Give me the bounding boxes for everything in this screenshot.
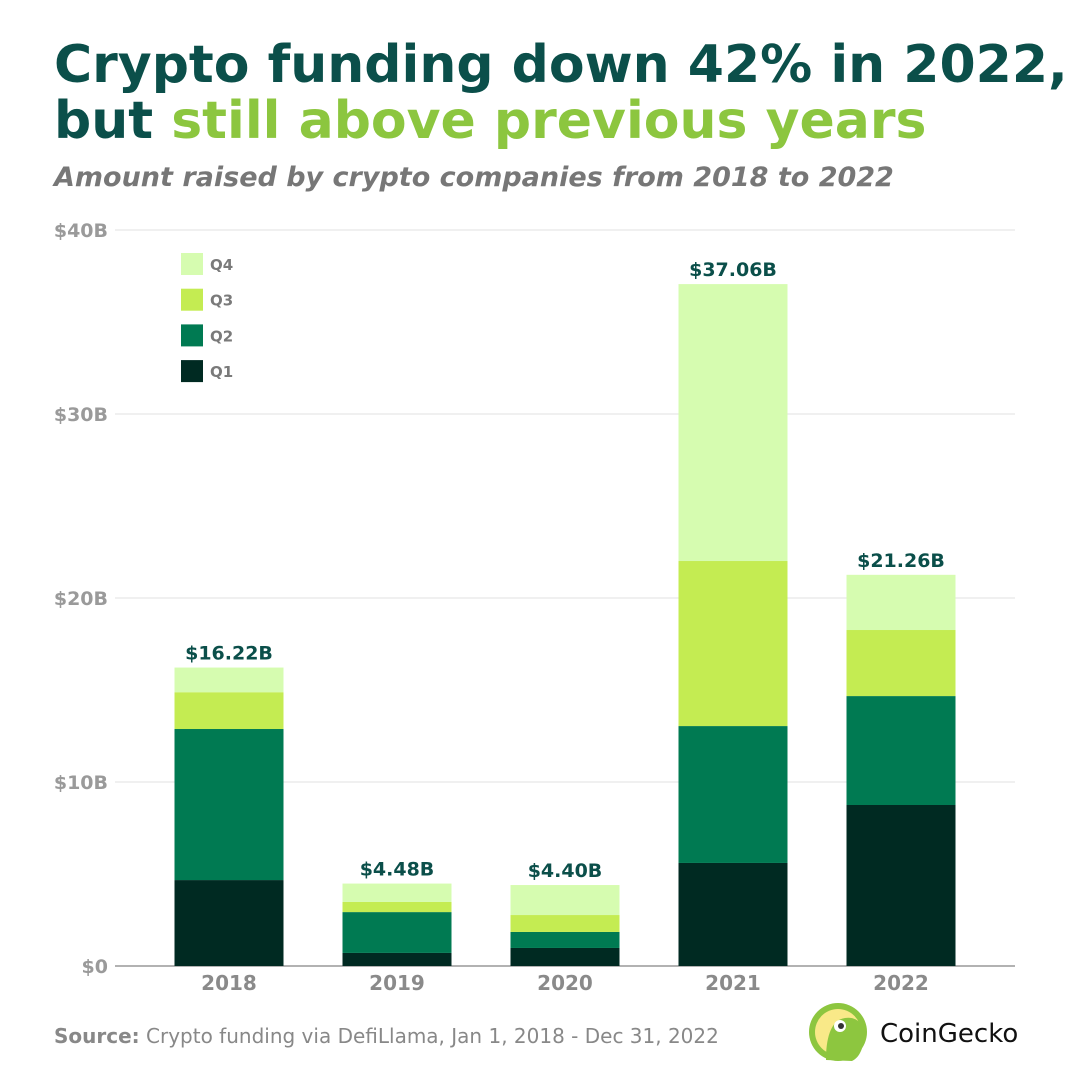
legend-swatch xyxy=(181,360,203,383)
title-part: but xyxy=(54,91,153,151)
x-tick-label: 2018 xyxy=(201,971,257,995)
bar-segment xyxy=(678,862,788,966)
legend-label: Q1 xyxy=(210,363,233,381)
y-tick-label: $20B xyxy=(54,588,108,610)
chart-title: but still above previous years xyxy=(54,91,926,151)
logo xyxy=(809,1003,867,1061)
bar-segment xyxy=(510,915,620,932)
bar-segment xyxy=(678,726,788,863)
total-label: $4.48B xyxy=(360,859,435,881)
source: Source: Crypto funding via DefiLlama, Ja… xyxy=(54,1024,719,1048)
bar-segment xyxy=(846,574,956,631)
bar-segment xyxy=(342,912,452,953)
brand: CoinGecko xyxy=(880,1019,1018,1049)
logo-pupil xyxy=(838,1023,844,1029)
y-tick-label: $0 xyxy=(82,956,108,978)
legend-label: Q4 xyxy=(210,256,233,274)
total-label: $21.26B xyxy=(857,550,945,572)
bar-segment xyxy=(174,880,284,966)
bar-segment xyxy=(342,883,452,902)
legend-swatch xyxy=(181,288,203,311)
source-label: Source: xyxy=(54,1024,140,1048)
legend-label: Q3 xyxy=(210,292,233,310)
title-highlight: still above previous years xyxy=(171,91,926,151)
chart-subtitle: Amount raised by crypto companies from 2… xyxy=(52,162,894,193)
x-tick-label: 2021 xyxy=(705,971,761,995)
bar-segment xyxy=(342,952,452,966)
bar-segment xyxy=(174,729,284,881)
bar-segment xyxy=(174,692,284,730)
bar-segment xyxy=(510,931,620,948)
x-tick-label: 2022 xyxy=(873,971,929,995)
source-text: Crypto funding via DefiLlama, Jan 1, 201… xyxy=(146,1024,719,1048)
bar-segment xyxy=(846,696,956,805)
legend-swatch xyxy=(181,324,203,347)
bar-segment xyxy=(678,284,788,562)
y-tick-label: $40B xyxy=(54,220,108,242)
bar-segment xyxy=(846,805,956,966)
legend-swatch xyxy=(181,253,203,275)
chart-title: Crypto funding down 42% in 2022, xyxy=(54,35,1068,95)
bar-segment xyxy=(342,901,452,913)
bar-segment xyxy=(174,667,284,693)
bar-segment xyxy=(510,947,620,966)
bar-segment xyxy=(510,885,620,916)
total-label: $4.40B xyxy=(528,860,603,882)
y-tick-label: $10B xyxy=(54,772,108,794)
x-tick-label: 2020 xyxy=(537,971,593,995)
total-label: $37.06B xyxy=(689,259,777,281)
total-label: $16.22B xyxy=(185,643,273,665)
x-tick-label: 2019 xyxy=(369,971,425,995)
y-tick-label: $30B xyxy=(54,404,108,426)
legend-label: Q2 xyxy=(210,327,233,345)
bar-segment xyxy=(678,561,788,727)
bar-segment xyxy=(846,630,956,697)
